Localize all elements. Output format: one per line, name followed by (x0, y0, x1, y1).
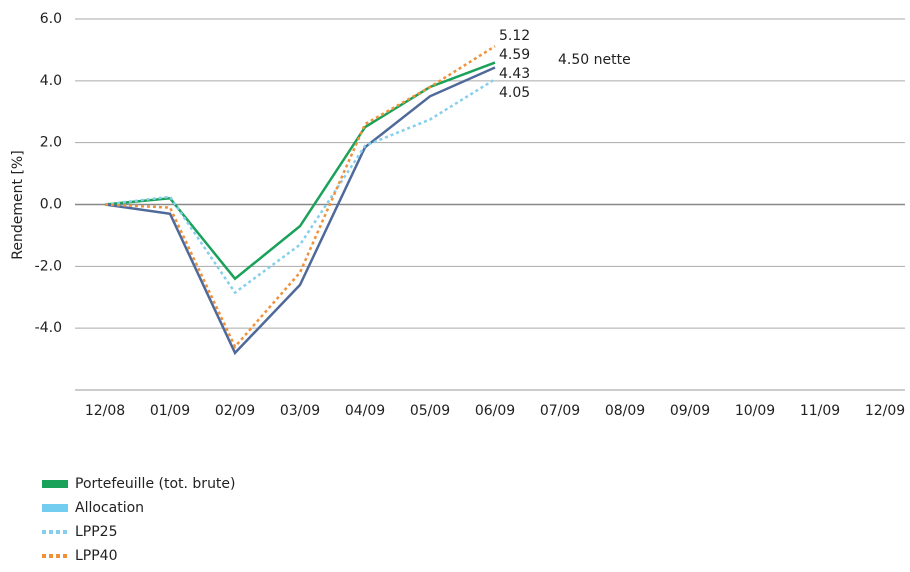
end-label: 4.43 (499, 66, 530, 82)
legend-label: LPP25 (75, 524, 118, 540)
x-tick-label: 05/09 (410, 403, 450, 419)
legend-label: LPP40 (75, 548, 118, 564)
series-line (104, 61, 496, 281)
legend-swatch (42, 480, 68, 488)
series-line (104, 45, 496, 349)
series-line (104, 78, 496, 295)
y-tick-label: -2.0 (35, 258, 62, 274)
x-tick-label: 06/09 (475, 403, 515, 419)
y-tick-label: 2.0 (40, 135, 62, 151)
end-label: 4.59 (499, 47, 530, 63)
y-tick-label: -4.0 (35, 320, 62, 336)
legend-label: Allocation (75, 500, 144, 516)
end-label: 4.05 (499, 85, 530, 101)
x-tick-label: 09/09 (670, 403, 710, 419)
x-tick-label: 03/09 (280, 403, 320, 419)
x-tick-label: 12/08 (85, 403, 125, 419)
annotation: 4.50 nette (558, 52, 631, 68)
x-tick-label: 04/09 (345, 403, 385, 419)
end-label: 5.12 (499, 28, 530, 44)
x-tick-label: 10/09 (735, 403, 775, 419)
legend-swatch (42, 504, 68, 512)
y-tick-label: 6.0 (40, 11, 62, 27)
series-line (104, 66, 496, 356)
y-tick-label: 4.0 (40, 73, 62, 89)
y-axis-title: Rendement [%] (10, 150, 26, 259)
y-tick-label: 0.0 (40, 197, 62, 213)
x-tick-label: 01/09 (150, 403, 190, 419)
x-tick-label: 12/09 (865, 403, 905, 419)
x-tick-label: 07/09 (540, 403, 580, 419)
x-tick-label: 11/09 (800, 403, 840, 419)
legend-label: Portefeuille (tot. brute) (75, 476, 236, 492)
x-tick-label: 08/09 (605, 403, 645, 419)
x-tick-label: 02/09 (215, 403, 255, 419)
